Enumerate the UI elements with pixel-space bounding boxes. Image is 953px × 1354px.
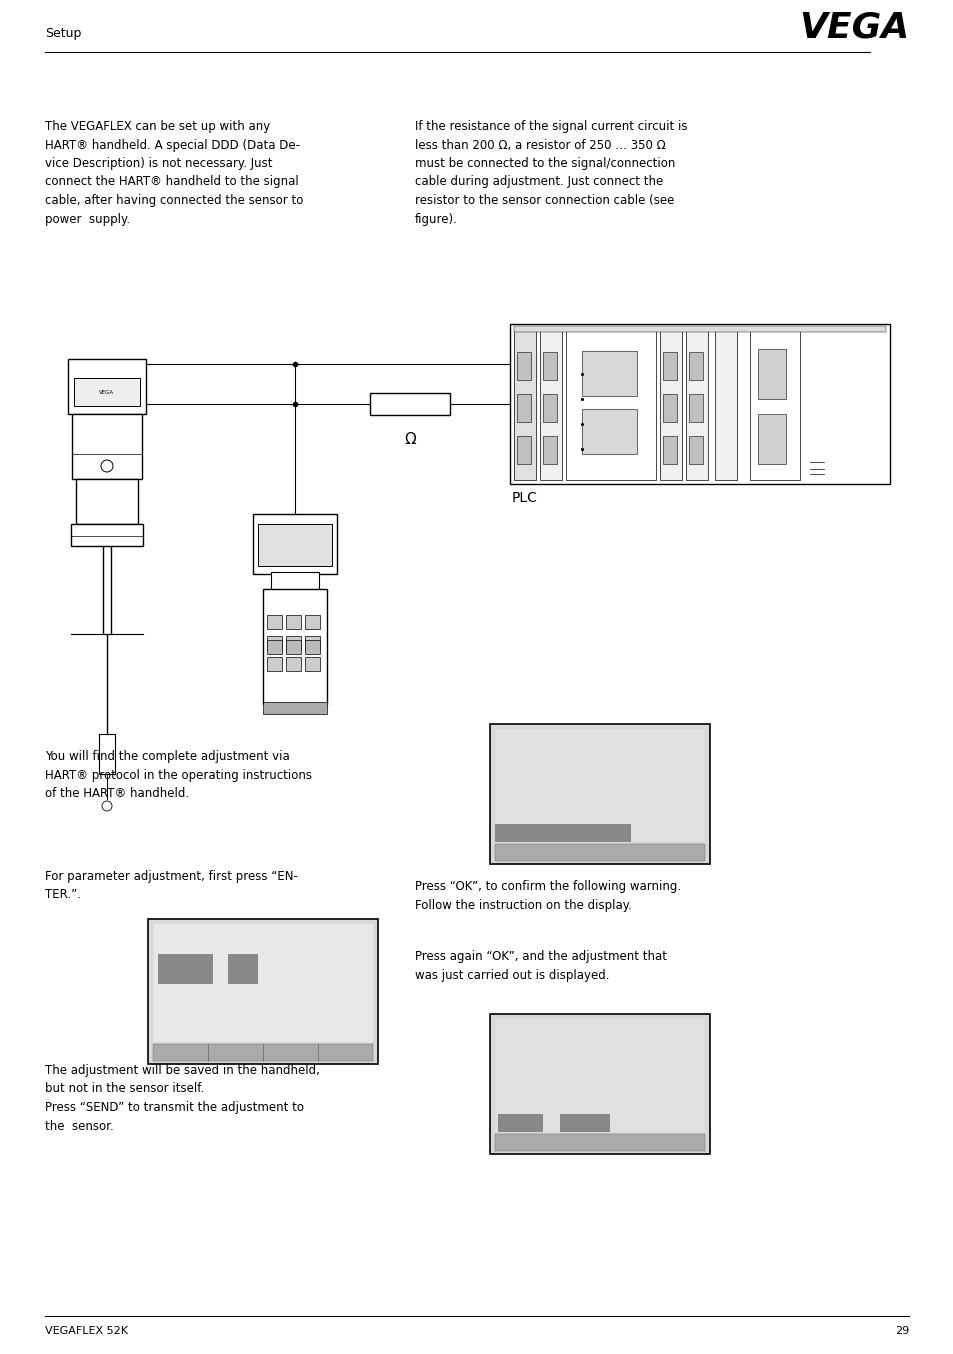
Text: PLC: PLC (512, 492, 537, 505)
Bar (539, 328, 561, 481)
Bar (659, 328, 681, 481)
Text: VEGA: VEGA (799, 9, 909, 43)
Bar (305, 636, 319, 650)
Text: The VEGAFLEX can be set up with any
HART® handheld. A special DDD (Data De-
vice: The VEGAFLEX can be set up with any HART… (45, 121, 303, 226)
Bar (688, 352, 702, 380)
Bar (542, 394, 557, 422)
Bar (685, 328, 707, 481)
Bar (758, 414, 785, 464)
Bar (257, 524, 332, 566)
Text: You will find the complete adjustment via
HART® protocol in the operating instru: You will find the complete adjustment vi… (45, 750, 312, 800)
Bar (99, 734, 115, 774)
Bar (542, 352, 557, 380)
Bar (495, 728, 704, 842)
Bar (76, 479, 138, 524)
Bar (267, 640, 282, 654)
Bar (305, 615, 319, 630)
Bar (267, 657, 282, 672)
Text: For parameter adjustment, first press “EN-
TER.”.: For parameter adjustment, first press “E… (45, 871, 297, 902)
Bar (517, 394, 531, 422)
Bar (559, 1114, 609, 1132)
Bar (714, 328, 737, 481)
Bar (495, 1020, 704, 1132)
Bar (71, 524, 143, 546)
Bar (542, 436, 557, 464)
Bar (152, 923, 373, 1043)
Text: If the resistance of the signal current circuit is
less than 200 Ω, a resistor o: If the resistance of the signal current … (415, 121, 687, 226)
Text: VEGA: VEGA (99, 390, 114, 394)
Bar (152, 1044, 373, 1062)
Text: Ω: Ω (404, 432, 416, 447)
Bar (286, 657, 301, 672)
Bar (688, 394, 702, 422)
Bar (286, 615, 301, 630)
Bar (565, 328, 656, 481)
Text: Setup: Setup (45, 27, 81, 41)
Text: The adjustment will be saved in the handheld,
but not in the sensor itself.
Pres: The adjustment will be saved in the hand… (45, 1064, 319, 1132)
Text: Press again “OK”, and the adjustment that
was just carried out is displayed.: Press again “OK”, and the adjustment tha… (415, 951, 666, 982)
Bar (305, 640, 319, 654)
Bar (253, 515, 336, 574)
Bar (267, 636, 282, 650)
Bar (286, 636, 301, 650)
Circle shape (102, 802, 112, 811)
Bar (263, 589, 327, 704)
Bar (495, 844, 704, 861)
Bar (148, 919, 377, 1064)
Bar (370, 393, 450, 414)
Bar (286, 640, 301, 654)
Bar (581, 409, 637, 454)
Bar (490, 724, 709, 864)
Bar (68, 359, 146, 414)
Bar (490, 1014, 709, 1154)
Bar (517, 352, 531, 380)
Text: Press “OK”, to confirm the following warning.
Follow the instruction on the disp: Press “OK”, to confirm the following war… (415, 880, 680, 911)
Bar (158, 955, 213, 984)
Bar (514, 326, 885, 332)
Bar (749, 328, 800, 481)
Bar (662, 352, 677, 380)
Bar (662, 436, 677, 464)
Bar (305, 657, 319, 672)
Bar (267, 615, 282, 630)
Bar (510, 324, 889, 483)
Bar (495, 825, 631, 842)
Bar (228, 955, 257, 984)
Text: 29: 29 (894, 1326, 908, 1336)
Bar (662, 394, 677, 422)
Bar (271, 571, 318, 592)
Text: VEGAFLEX 52K: VEGAFLEX 52K (45, 1326, 128, 1336)
Bar (514, 328, 536, 481)
Bar (495, 1135, 704, 1151)
Bar (581, 351, 637, 395)
Circle shape (101, 460, 112, 473)
Bar (263, 701, 327, 714)
Bar (688, 436, 702, 464)
Bar (497, 1114, 542, 1132)
Bar (517, 436, 531, 464)
Bar (74, 378, 140, 406)
Bar (758, 349, 785, 399)
Bar (71, 414, 142, 479)
